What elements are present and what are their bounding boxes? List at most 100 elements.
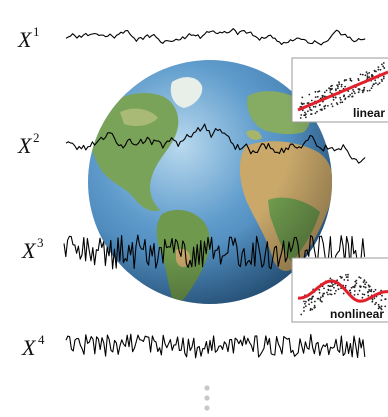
scatter-point xyxy=(369,290,371,292)
scatter-point xyxy=(314,112,317,115)
scatter-point xyxy=(338,83,341,85)
scatter-point xyxy=(310,99,313,102)
time-series-x1 xyxy=(65,28,366,46)
label-x4: X 4 xyxy=(21,332,45,360)
scatter-point xyxy=(336,84,338,86)
scatter-point xyxy=(329,277,332,280)
scatter-point xyxy=(331,84,333,87)
scatter-point xyxy=(368,89,371,92)
scatter-point xyxy=(304,302,306,305)
scatter-point xyxy=(333,286,335,289)
label-x3-name: X xyxy=(21,238,37,263)
scatter-point xyxy=(383,67,386,69)
scatter-point xyxy=(371,73,373,76)
scatter-point xyxy=(303,310,305,312)
scatter-point xyxy=(348,289,351,292)
scatter-point xyxy=(357,91,360,94)
scatter-point xyxy=(314,300,316,303)
scatter-point xyxy=(378,306,381,309)
scatter-point xyxy=(307,110,309,113)
scatter-point xyxy=(329,91,332,94)
scatter-point xyxy=(350,286,353,289)
scatter-point xyxy=(368,289,370,291)
scatter-point xyxy=(330,103,333,105)
scatter-point xyxy=(339,98,342,101)
label-x4-name: X xyxy=(21,335,37,360)
scatter-point xyxy=(365,71,368,73)
scatter-point xyxy=(361,73,364,76)
scatter-point xyxy=(377,68,380,71)
scatter-point xyxy=(360,285,362,288)
scatter-point xyxy=(368,72,371,74)
scatter-point xyxy=(369,285,371,288)
scatter-point xyxy=(355,282,358,285)
scatter-point xyxy=(319,298,322,301)
scatter-point xyxy=(314,90,317,93)
scatter-point xyxy=(312,295,314,298)
inset-nonlinear-fit-curve xyxy=(297,279,388,303)
scatter-point xyxy=(361,91,364,94)
scatter-point xyxy=(335,290,337,292)
scatter-point xyxy=(367,294,370,297)
scatter-point xyxy=(335,102,338,104)
scatter-point xyxy=(379,68,382,71)
scatter-point xyxy=(362,285,365,288)
scatter-point xyxy=(341,101,344,104)
vertical-ellipsis-icon xyxy=(204,385,210,411)
scatter-point xyxy=(364,283,366,286)
scatter-point xyxy=(363,86,366,89)
scatter-point xyxy=(318,289,321,291)
scatter-point xyxy=(347,90,350,92)
scatter-point xyxy=(316,110,318,113)
scatter-point xyxy=(307,298,310,301)
inset-nonlinear-scatter xyxy=(300,273,387,316)
scatter-point xyxy=(355,279,358,282)
scatter-point xyxy=(310,301,313,304)
label-x1-name: X xyxy=(17,27,33,52)
scatter-point xyxy=(334,283,336,285)
scatter-point xyxy=(310,298,313,301)
scatter-point xyxy=(358,289,361,292)
label-x2-index: 2 xyxy=(33,130,40,145)
scatter-point xyxy=(358,88,360,90)
scatter-point xyxy=(304,305,307,308)
scatter-point xyxy=(364,74,367,77)
scatter-point xyxy=(377,303,380,306)
scatter-point xyxy=(313,304,316,307)
scatter-point xyxy=(330,293,333,296)
inset-linear-fit-line xyxy=(297,70,388,112)
scatter-point xyxy=(335,88,337,91)
scatter-point xyxy=(301,109,304,112)
scatter-point xyxy=(318,291,321,294)
scatter-point xyxy=(366,73,369,75)
scatter-point xyxy=(318,90,321,93)
scatter-point xyxy=(317,90,319,93)
scatter-point xyxy=(331,105,334,108)
scatter-point xyxy=(323,287,325,290)
scatter-point xyxy=(373,290,375,293)
scatter-point xyxy=(320,296,322,299)
scatter-point xyxy=(375,301,377,304)
scatter-point xyxy=(380,299,383,301)
scatter-point xyxy=(305,116,307,119)
scatter-point xyxy=(357,79,360,82)
scatter-point xyxy=(312,105,315,108)
scatter-point xyxy=(319,299,322,302)
scatter-point xyxy=(339,101,342,104)
scatter-point xyxy=(337,87,339,90)
scatter-point xyxy=(343,79,346,81)
label-x3-index: 3 xyxy=(37,235,44,250)
scatter-point xyxy=(368,76,371,78)
label-x1-index: 1 xyxy=(33,24,40,39)
scatter-point xyxy=(314,105,317,108)
scatter-point xyxy=(363,88,365,91)
scatter-point xyxy=(381,294,383,297)
scatter-point xyxy=(382,77,385,80)
scatter-point xyxy=(371,85,374,87)
scatter-point xyxy=(303,300,305,303)
svg-text:X: X xyxy=(21,238,37,263)
inset-linear-label: linear xyxy=(353,106,385,120)
scatter-point xyxy=(342,292,345,295)
scatter-point xyxy=(332,283,334,286)
scatter-point xyxy=(384,305,387,308)
